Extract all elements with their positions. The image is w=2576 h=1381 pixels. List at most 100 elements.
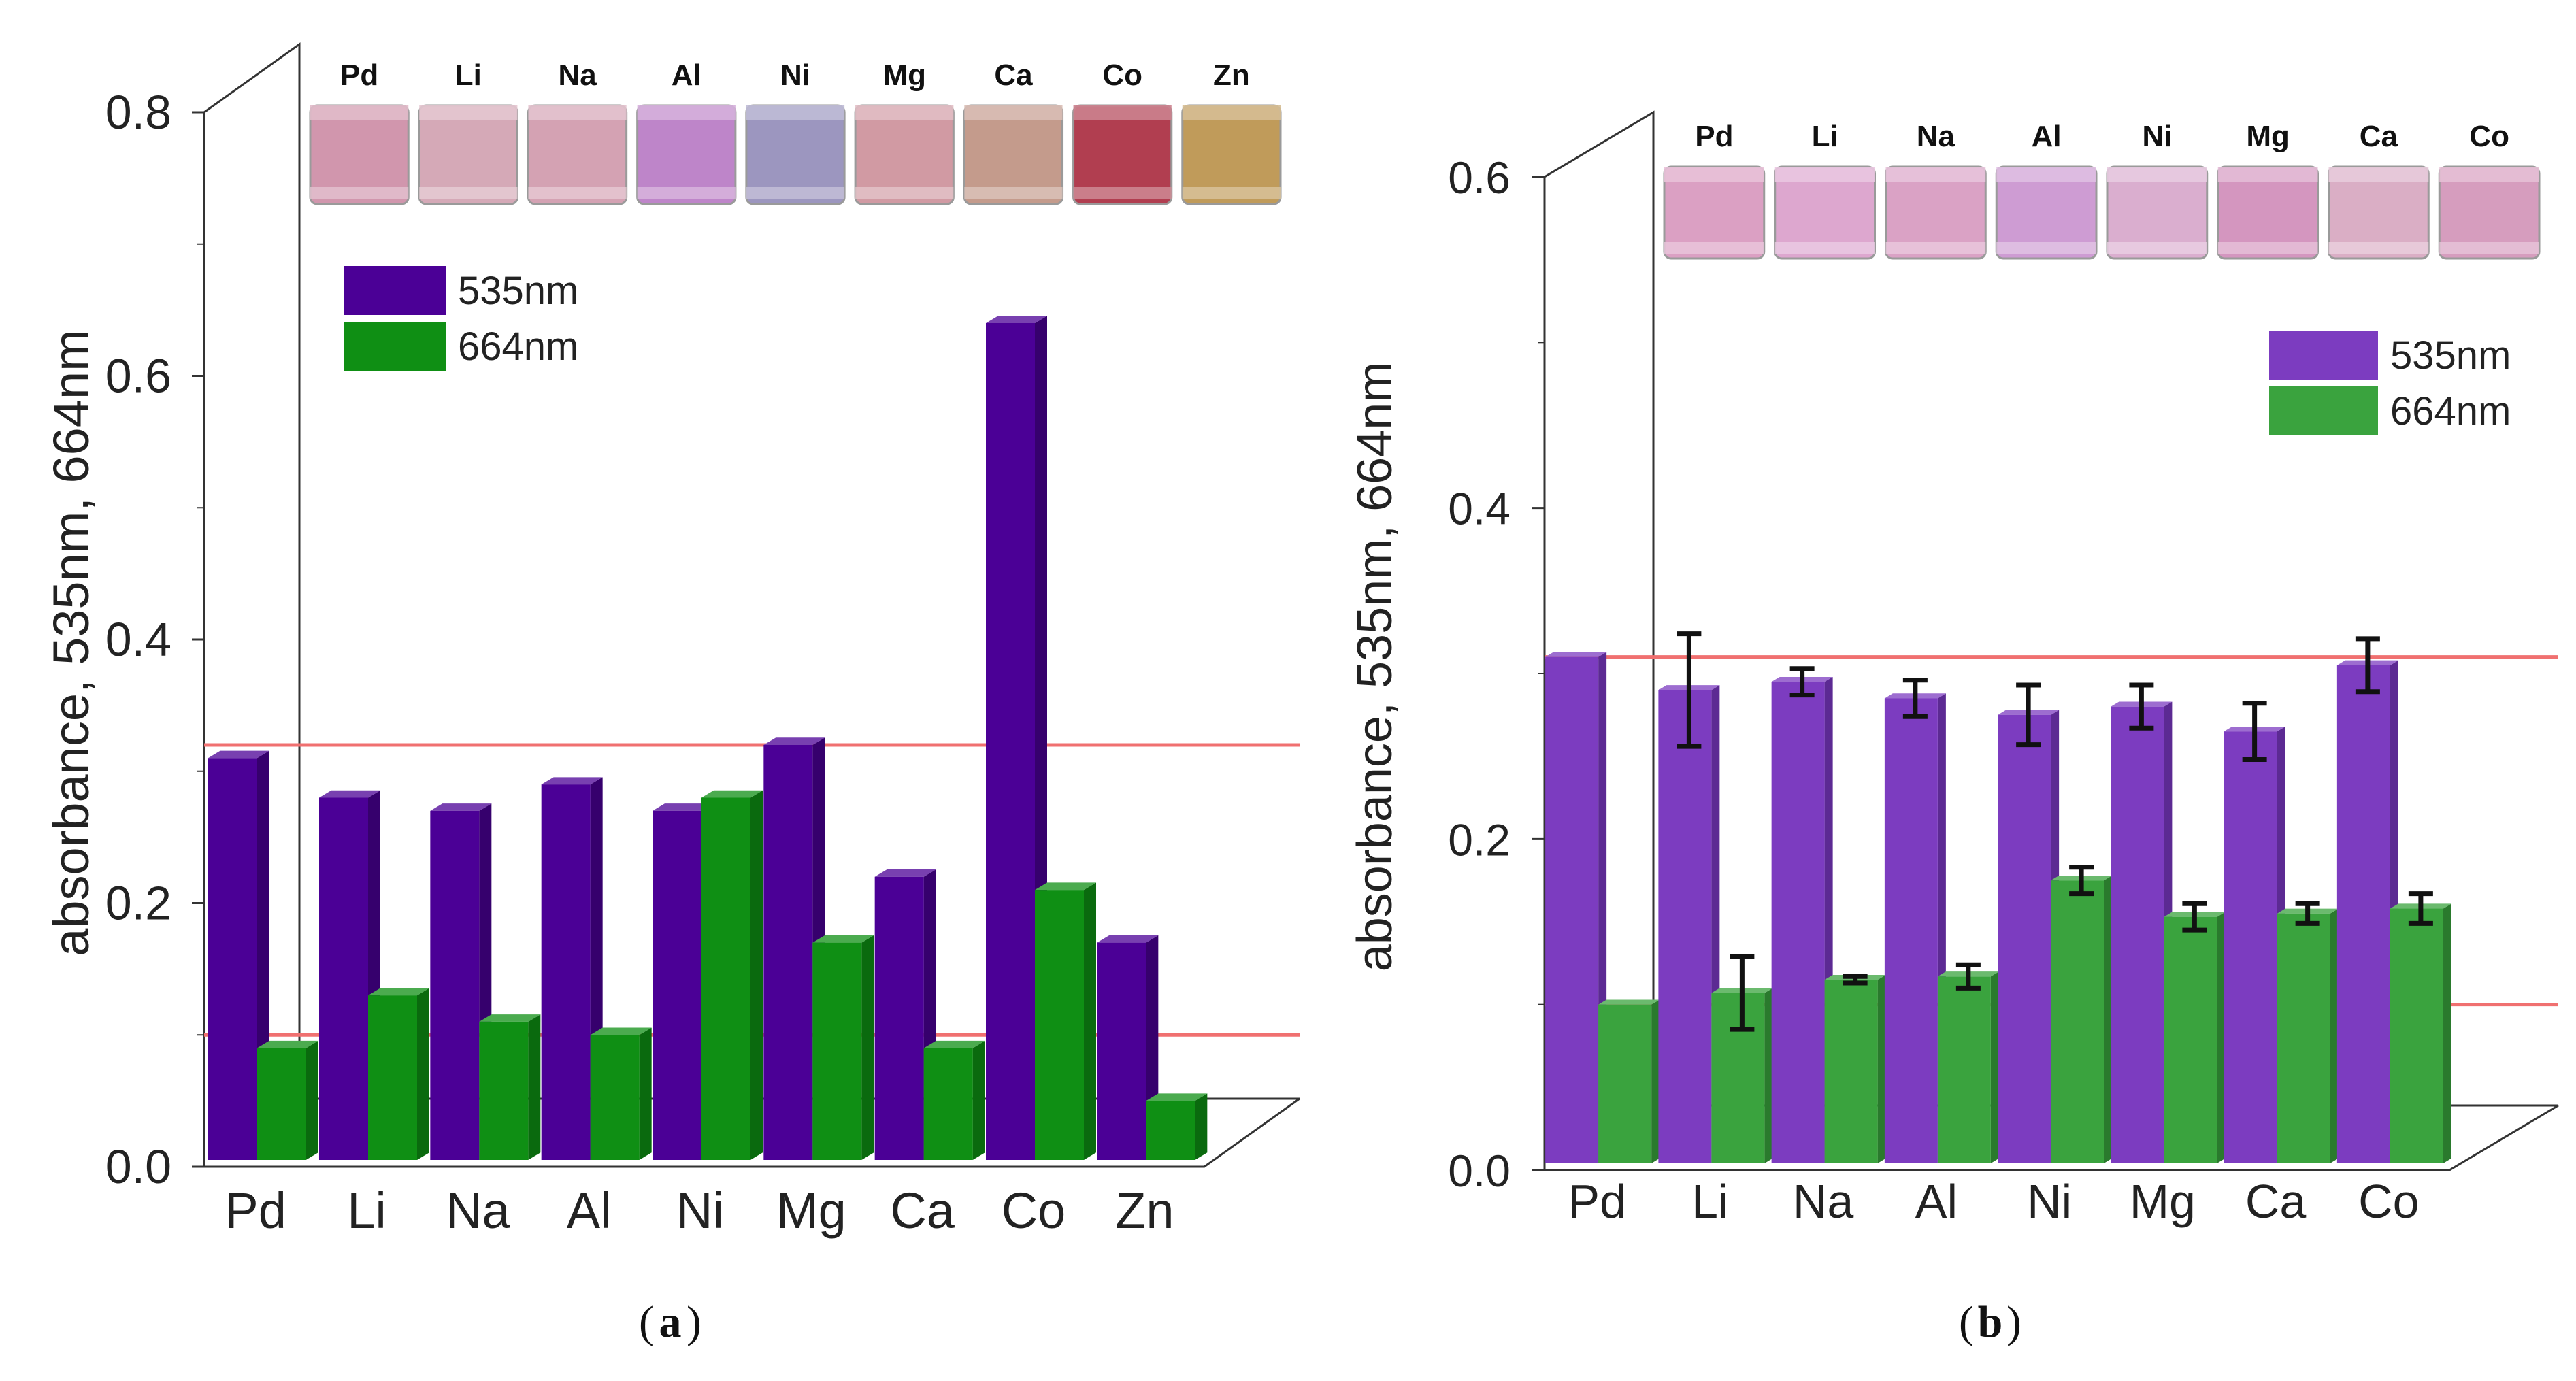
x-tick-label: Ni bbox=[2027, 1175, 2072, 1228]
legend-swatch bbox=[2269, 331, 2378, 380]
vial-rim bbox=[2439, 167, 2539, 182]
bar-664nm-mg bbox=[812, 935, 874, 1160]
x-tick-label: Pd bbox=[1568, 1175, 1626, 1228]
vial-label: Mg bbox=[882, 59, 926, 92]
vial-label: Ni bbox=[2142, 120, 2172, 153]
vial-label: Mg bbox=[2246, 120, 2290, 153]
vial-pd: Pd bbox=[1662, 112, 1767, 269]
bar-top bbox=[479, 1014, 541, 1022]
x-tick-label: Ca bbox=[890, 1182, 955, 1239]
bar-front bbox=[1598, 1004, 1652, 1163]
bar-664nm-na bbox=[1824, 974, 1886, 1163]
vial-label: Zn bbox=[1213, 59, 1250, 92]
vial-al: Al bbox=[634, 51, 738, 214]
bar-664nm-co bbox=[2390, 903, 2451, 1163]
bar-535nm-mg bbox=[2111, 701, 2173, 1163]
x-tick-label: Li bbox=[1691, 1175, 1728, 1228]
error-bar-664nm-ca bbox=[2295, 901, 2320, 926]
bar-side bbox=[2330, 908, 2339, 1163]
error-bar-664nm-co bbox=[2408, 891, 2433, 926]
vial-base bbox=[2328, 242, 2429, 254]
bar-front bbox=[1035, 890, 1084, 1160]
bar-front bbox=[1146, 1101, 1195, 1160]
bar-535nm-al bbox=[1884, 693, 1946, 1163]
error-bar-664nm-ni bbox=[2069, 865, 2094, 897]
vial-base bbox=[1885, 242, 1986, 254]
vial-ca: Ca bbox=[2326, 112, 2432, 269]
panel-b: 0.0 0.2 0.4 0.6 absorbance, 535nm, 664nm Pd Li… bbox=[1348, 110, 2559, 1347]
x-tick-label: Zn bbox=[1115, 1182, 1174, 1239]
caption-close: ) bbox=[687, 1297, 701, 1347]
x-tick-label: Mg bbox=[2130, 1175, 2196, 1228]
vial-label: Ca bbox=[994, 59, 1033, 92]
y-tick-label: 0.0 bbox=[1448, 1146, 1510, 1196]
vial-li: Li bbox=[416, 51, 521, 214]
bar-front bbox=[653, 810, 701, 1160]
bar-664nm-al bbox=[1937, 971, 1999, 1163]
error-bar-664nm-li bbox=[1730, 954, 1755, 1032]
caption-letter: a bbox=[659, 1297, 682, 1347]
bar-front bbox=[701, 797, 750, 1160]
bar-front bbox=[257, 1048, 306, 1160]
bar-664nm-al bbox=[590, 1027, 652, 1160]
vial-mg: Mg bbox=[853, 51, 957, 214]
vial-rim bbox=[746, 105, 845, 120]
error-bar-535nm-li bbox=[1677, 631, 1702, 749]
bar-front bbox=[1824, 980, 1878, 1163]
legend-label: 664nm bbox=[2390, 389, 2511, 433]
vial-li: Li bbox=[1772, 112, 1878, 269]
vial-label: Pd bbox=[340, 59, 378, 92]
bar-top bbox=[1598, 999, 1660, 1005]
bar-side bbox=[1764, 988, 1773, 1163]
vial-rim bbox=[1996, 167, 2096, 182]
legend-label: 664nm bbox=[458, 325, 578, 369]
bar-664nm-ni bbox=[2051, 875, 2113, 1163]
bar-664nm-ni bbox=[701, 790, 763, 1160]
error-bar-535nm-ca bbox=[2242, 701, 2267, 763]
bar-664nm-li bbox=[368, 988, 429, 1160]
x-tick-label: Co bbox=[1002, 1182, 1066, 1239]
panel-caption: (b) bbox=[1959, 1297, 2021, 1347]
y-tick-label: 0.4 bbox=[105, 613, 171, 666]
vial-label: Li bbox=[455, 59, 482, 92]
bar-front bbox=[986, 323, 1035, 1160]
vial-rim bbox=[1182, 105, 1281, 120]
bar-top bbox=[319, 790, 380, 798]
x-tick-label: Ca bbox=[2245, 1175, 2307, 1228]
bar-side bbox=[528, 1014, 541, 1160]
bar-front bbox=[319, 797, 368, 1160]
bar-side bbox=[2443, 903, 2451, 1163]
caption-close: ) bbox=[2007, 1297, 2021, 1347]
bar-front bbox=[2336, 665, 2390, 1163]
x-tick-label: Li bbox=[347, 1182, 386, 1239]
bar-664nm-li bbox=[1711, 988, 1773, 1163]
bar-535nm-na bbox=[1771, 676, 1833, 1163]
vial-rim bbox=[637, 105, 736, 120]
error-bar-535nm-na bbox=[1789, 666, 1815, 698]
bar-664nm-co bbox=[1035, 882, 1096, 1160]
bar-side bbox=[306, 1040, 318, 1160]
bar-top bbox=[208, 750, 269, 759]
vial-label: Al bbox=[672, 59, 701, 92]
bar-side bbox=[639, 1027, 652, 1160]
vial-ca: Ca bbox=[961, 51, 1066, 214]
error-bar-535nm-mg bbox=[2129, 682, 2154, 731]
vial-rim bbox=[1774, 167, 1875, 182]
vial-base bbox=[1073, 187, 1172, 199]
vial-na: Na bbox=[525, 51, 629, 214]
bar-top bbox=[812, 935, 874, 943]
bar-front bbox=[874, 876, 924, 1160]
bar-side bbox=[1877, 974, 1886, 1163]
bar-front bbox=[2390, 908, 2443, 1163]
vial-mg: Mg bbox=[2215, 112, 2321, 269]
vial-al: Al bbox=[1994, 112, 2099, 269]
vial-label: Co bbox=[2469, 120, 2509, 153]
back-wall-left-edge bbox=[203, 42, 301, 1099]
bar-front bbox=[812, 942, 862, 1160]
vial-label: Li bbox=[1812, 120, 1838, 153]
bar-top bbox=[701, 790, 763, 798]
vial-base bbox=[855, 187, 954, 199]
vial-base bbox=[310, 187, 409, 199]
bar-front bbox=[208, 758, 257, 1160]
bar-side bbox=[750, 790, 763, 1160]
